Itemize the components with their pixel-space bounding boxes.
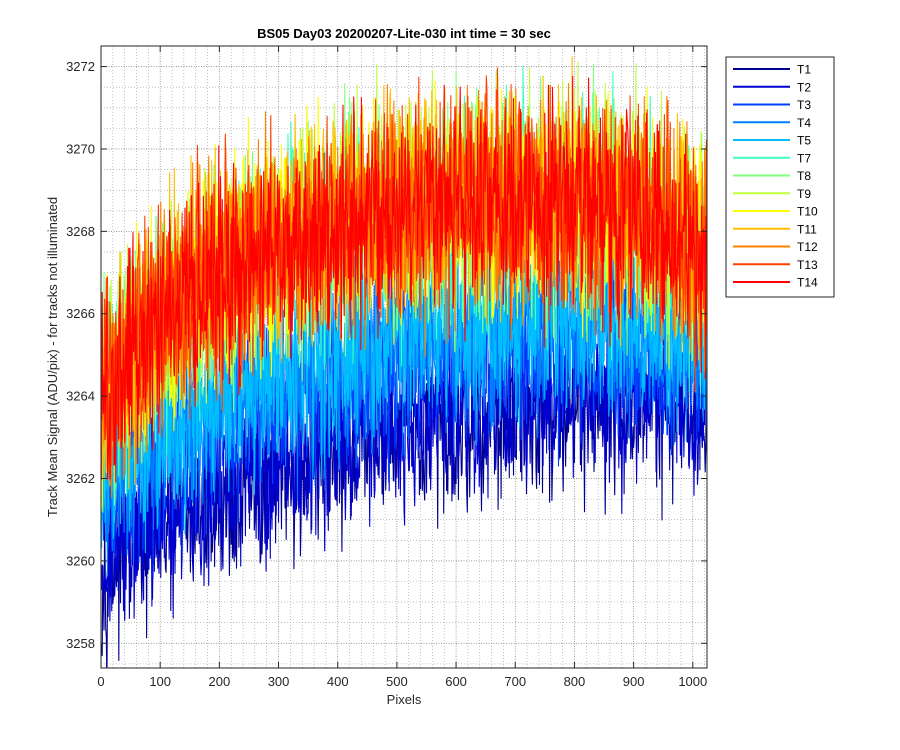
series-line-T2 (101, 287, 707, 622)
x-tick-label: 800 (564, 674, 586, 689)
y-tick-label: 3264 (66, 389, 95, 404)
x-tick-label: 300 (268, 674, 290, 689)
legend-label-T14: T14 (797, 276, 818, 290)
x-tick-label: 500 (386, 674, 408, 689)
series-line-T5 (101, 202, 707, 554)
y-tick-label: 3272 (66, 59, 95, 74)
legend-label-T5: T5 (797, 134, 811, 148)
y-tick-label: 3260 (66, 553, 95, 568)
legend: T1 T2 T3 T4 T5 T7 T8 T9 T10 T11 T12 T13 T14 (725, 56, 835, 298)
legend-label-T10: T10 (797, 205, 818, 219)
x-tick-label: 200 (209, 674, 231, 689)
y-tick-label: 3266 (66, 306, 95, 321)
x-tick-label: 400 (327, 674, 349, 689)
legend-label-T12: T12 (797, 240, 818, 254)
y-tick-label: 3262 (66, 471, 95, 486)
x-tick-label: 700 (504, 674, 526, 689)
series-lines (101, 56, 707, 668)
x-tick-label: 900 (623, 674, 645, 689)
x-tick-label: 600 (445, 674, 467, 689)
legend-label-T1: T1 (797, 63, 811, 77)
x-tick-label: 0 (97, 674, 104, 689)
x-axis-label: Pixels (387, 692, 422, 707)
x-tick-labels: 0 100 200 300 400 500 600 700 800 900 1000 (97, 674, 707, 689)
legend-label-T11: T11 (797, 222, 817, 236)
legend-label-T2: T2 (797, 80, 811, 94)
legend-label-T4: T4 (797, 116, 811, 130)
legend-label-T9: T9 (797, 187, 811, 201)
axis-ticks (100, 46, 707, 668)
legend-label-T7: T7 (797, 151, 811, 165)
legend-label-T13: T13 (797, 258, 818, 272)
x-tick-label: 1000 (678, 674, 707, 689)
y-tick-label: 3258 (66, 636, 95, 651)
series-line-T14 (101, 75, 707, 483)
legend-label-T3: T3 (797, 98, 811, 112)
y-tick-label: 3270 (66, 141, 95, 156)
legend-label-T8: T8 (797, 169, 811, 183)
y-tick-label: 3268 (66, 224, 95, 239)
x-tick-label: 100 (149, 674, 171, 689)
y-axis-label: Track Mean Signal (ADU/pix) - for tracks… (45, 197, 60, 517)
axes-box (100, 45, 708, 669)
legend-box (725, 56, 835, 298)
chart-title: BS05 Day03 20200207-Lite-030 int time = … (257, 26, 551, 41)
y-tick-labels: 3258 3260 3262 3264 3266 3268 3270 3272 (66, 59, 95, 651)
